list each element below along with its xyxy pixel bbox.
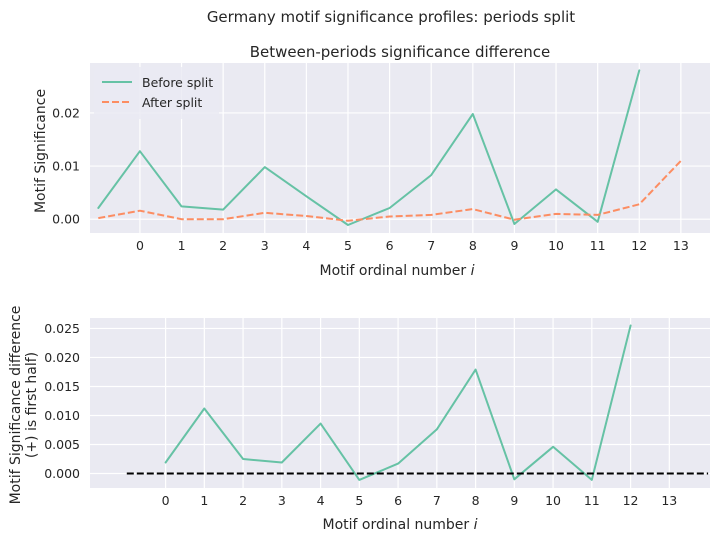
top-x-tick-label: 8: [469, 238, 477, 253]
bottom-subplot: 0 1 2 3 4 5 6 7 8 9 10 11 12 13 0.0000.0050.0100.0150…: [8, 306, 710, 533]
top-subplot: 0 1 2 3 4 5 6 7 8 9 10 11 12 13 0.000.010.02 Between-…: [33, 43, 710, 279]
top-x-tick-label: 11: [590, 238, 606, 253]
bottom-y-tick-labels: 0.000 0.005 0.010 0.015 0.020 0.025: [44, 321, 80, 481]
legend-label-before-split: Before split: [142, 75, 213, 90]
bot-x-tick-label: 6: [394, 493, 402, 508]
legend-label-after-split: After split: [142, 95, 202, 110]
bot-x-tick-label: 9: [510, 493, 518, 508]
bot-y-tick-label: 0.010: [44, 408, 80, 423]
top-x-axis-label: Motif ordinal number i: [319, 263, 474, 279]
bot-x-tick-label: 7: [433, 493, 441, 508]
top-x-tick-label: 7: [427, 238, 435, 253]
bot-x-tick-label: 10: [545, 493, 561, 508]
bot-y-tick-label: 0.015: [44, 379, 80, 394]
top-x-tick-label: 6: [386, 238, 394, 253]
bot-x-tick-label: 0: [162, 493, 170, 508]
top-chart-title: Between-periods significance difference: [250, 43, 551, 61]
figure-suptitle: Germany motif significance profiles: per…: [207, 8, 575, 26]
top-x-tick-label: 10: [548, 238, 564, 253]
top-x-tick-label: 0: [136, 238, 144, 253]
top-y-tick-label: 0.00: [52, 212, 80, 227]
bottom-x-axis-label: Motif ordinal number i: [322, 517, 477, 533]
top-series-line-0: [97, 69, 641, 226]
bot-x-tick-label: 5: [355, 493, 363, 508]
bot-series-line-0: [164, 324, 632, 481]
top-y-tick-label: 0.02: [52, 105, 80, 120]
bot-x-tick-label: 4: [317, 493, 325, 508]
top-gridlines: [90, 63, 710, 233]
bottom-y-axis-label: Motif Significance difference: [8, 306, 24, 505]
top-x-tick-label: 12: [631, 238, 647, 253]
top-legend: Before split After split: [94, 67, 219, 119]
bot-x-tick-label: 12: [623, 493, 639, 508]
bottom-plot-area: [90, 318, 710, 488]
top-series-line-1: [98, 160, 682, 222]
bottom-gridlines: [90, 318, 710, 488]
bot-x-tick-label: 3: [278, 493, 286, 508]
bot-x-tick-label: 13: [661, 493, 677, 508]
bottom-y-axis-label-line2: (+) is first half): [24, 352, 40, 458]
bottom-series-group: [126, 324, 709, 481]
bot-y-tick-label: 0.025: [44, 321, 80, 336]
bot-x-tick-label: 8: [472, 493, 480, 508]
top-x-tick-label: 1: [178, 238, 186, 253]
top-x-tick-label: 3: [261, 238, 269, 253]
top-y-axis-label: Motif Significance: [33, 89, 49, 213]
bot-x-tick-label: 1: [200, 493, 208, 508]
top-x-tick-label: 13: [673, 238, 689, 253]
bot-x-tick-label: 2: [239, 493, 247, 508]
top-x-tick-labels: 0 1 2 3 4 5 6 7 8 9 10 11 12 13: [136, 238, 689, 253]
top-x-tick-label: 2: [219, 238, 227, 253]
legend-box: [94, 67, 219, 119]
top-x-tick-label: 5: [344, 238, 352, 253]
bottom-x-tick-labels: 0 1 2 3 4 5 6 7 8 9 10 11 12 13: [162, 493, 678, 508]
bot-x-tick-label: 11: [584, 493, 600, 508]
bot-y-tick-label: 0.000: [44, 466, 80, 481]
top-y-tick-labels: 0.00 0.01 0.02: [52, 105, 80, 226]
top-x-tick-label: 4: [302, 238, 310, 253]
top-y-tick-label: 0.01: [52, 159, 80, 174]
top-series-group: [97, 69, 682, 226]
top-x-tick-label: 9: [510, 238, 518, 253]
bot-y-tick-label: 0.005: [44, 437, 80, 452]
bot-y-tick-label: 0.020: [44, 350, 80, 365]
